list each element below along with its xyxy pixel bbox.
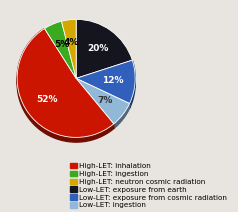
Text: 20%: 20%	[87, 44, 108, 53]
Wedge shape	[17, 29, 114, 137]
Text: 52%: 52%	[36, 95, 57, 104]
Legend: High-LET: inhalation, High-LET: ingestion, High-LET: neutron cosmic radiation, L: High-LET: inhalation, High-LET: ingestio…	[70, 163, 227, 208]
Text: 7%: 7%	[97, 96, 113, 105]
Polygon shape	[17, 29, 114, 142]
Wedge shape	[76, 19, 132, 78]
Wedge shape	[45, 21, 76, 78]
Text: 5%: 5%	[54, 40, 69, 49]
Text: 4%: 4%	[64, 38, 79, 47]
Polygon shape	[129, 60, 135, 108]
Wedge shape	[76, 60, 135, 103]
Wedge shape	[76, 78, 129, 124]
Text: 12%: 12%	[102, 76, 124, 85]
Polygon shape	[114, 103, 129, 129]
Wedge shape	[61, 19, 76, 78]
